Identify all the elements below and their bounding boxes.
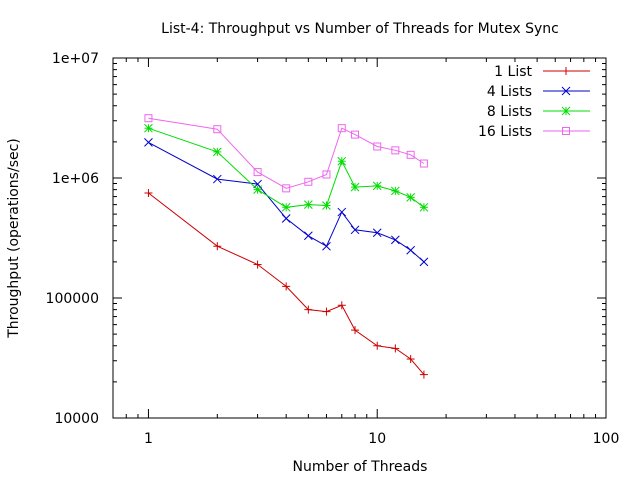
- data-point: [350, 225, 360, 235]
- data-point: [406, 150, 415, 159]
- data-point: [303, 231, 313, 241]
- legend-label: 1 List: [494, 64, 532, 80]
- data-point: [419, 257, 429, 267]
- data-point: [144, 188, 153, 197]
- series-1-list: [144, 188, 428, 379]
- data-point: [282, 282, 291, 291]
- data-point: [322, 307, 331, 316]
- y-tick-label: 1e+06: [52, 171, 99, 187]
- data-point: [303, 200, 313, 209]
- data-point: [406, 355, 415, 364]
- legend-entry-1-list: 1 List: [494, 64, 590, 80]
- legend-entry-4-lists: 4 Lists: [487, 84, 590, 100]
- data-point: [406, 245, 416, 255]
- data-point: [350, 182, 360, 192]
- data-point: [253, 260, 262, 269]
- data-point: [253, 168, 262, 177]
- legend-label: 8 Lists: [487, 104, 532, 120]
- data-point: [213, 242, 222, 251]
- data-point: [419, 159, 428, 168]
- data-point: [322, 201, 331, 210]
- data-point: [322, 170, 331, 179]
- data-point: [304, 305, 313, 314]
- data-point: [144, 114, 153, 123]
- data-point: [351, 326, 360, 335]
- y-tick-label: 1e+07: [52, 51, 99, 67]
- legend-label: 4 Lists: [487, 84, 532, 100]
- series-line: [148, 192, 425, 375]
- legend-entry-8-lists: 8 Lists: [487, 104, 590, 120]
- data-point: [212, 174, 222, 184]
- x-tick-label: 1: [144, 431, 153, 447]
- data-point: [337, 207, 347, 217]
- legend-marker: [562, 67, 570, 75]
- axes: 1 10 100 10000 100000 1e+06 1e+07: [46, 51, 620, 447]
- data-point: [391, 146, 400, 155]
- data-point: [253, 185, 262, 194]
- data-point: [282, 184, 291, 193]
- data-point: [337, 124, 346, 133]
- data-point: [372, 181, 382, 191]
- data-point: [390, 186, 400, 196]
- data-point: [212, 147, 222, 157]
- data-point: [351, 130, 360, 139]
- data-point: [337, 301, 346, 310]
- data-point: [144, 138, 153, 147]
- data-point: [281, 214, 291, 223]
- legend: 1 List 4 Lists 8 Lists 16 Lists: [478, 64, 590, 140]
- data-point: [144, 123, 153, 133]
- data-point: [337, 156, 347, 166]
- x-tick-label: 10: [368, 431, 386, 447]
- data-point: [281, 202, 291, 212]
- legend-entry-16-lists: 16 Lists: [478, 124, 590, 140]
- data-point: [372, 228, 382, 238]
- series-16-lists: [144, 114, 428, 193]
- series-line: [148, 127, 425, 208]
- data-point: [391, 344, 400, 353]
- y-axis-label: Throughput (operations/sec): [6, 138, 22, 339]
- x-tick-label: 100: [593, 431, 620, 447]
- plot-border: [112, 57, 607, 419]
- data-point: [390, 235, 400, 245]
- legend-label: 16 Lists: [478, 124, 532, 140]
- legend-marker: [561, 106, 571, 116]
- data-point: [373, 142, 382, 151]
- series-layer: [144, 114, 429, 379]
- series-4-lists: [144, 138, 429, 267]
- data-point: [322, 241, 331, 251]
- series-line: [148, 141, 425, 263]
- data-point: [406, 192, 416, 202]
- series-line: [148, 117, 425, 189]
- legend-marker: [561, 86, 571, 96]
- x-axis-label: Number of Threads: [293, 459, 428, 475]
- y-tick-label: 10000: [54, 411, 99, 427]
- data-point: [213, 125, 222, 134]
- y-tick-label: 100000: [46, 291, 99, 307]
- series-8-lists: [144, 123, 429, 212]
- data-point: [373, 341, 382, 350]
- data-point: [419, 370, 428, 379]
- chart-title: List-4: Throughput vs Number of Threads …: [161, 21, 559, 37]
- data-point: [419, 202, 429, 212]
- data-point: [304, 177, 313, 186]
- legend-marker: [562, 127, 570, 135]
